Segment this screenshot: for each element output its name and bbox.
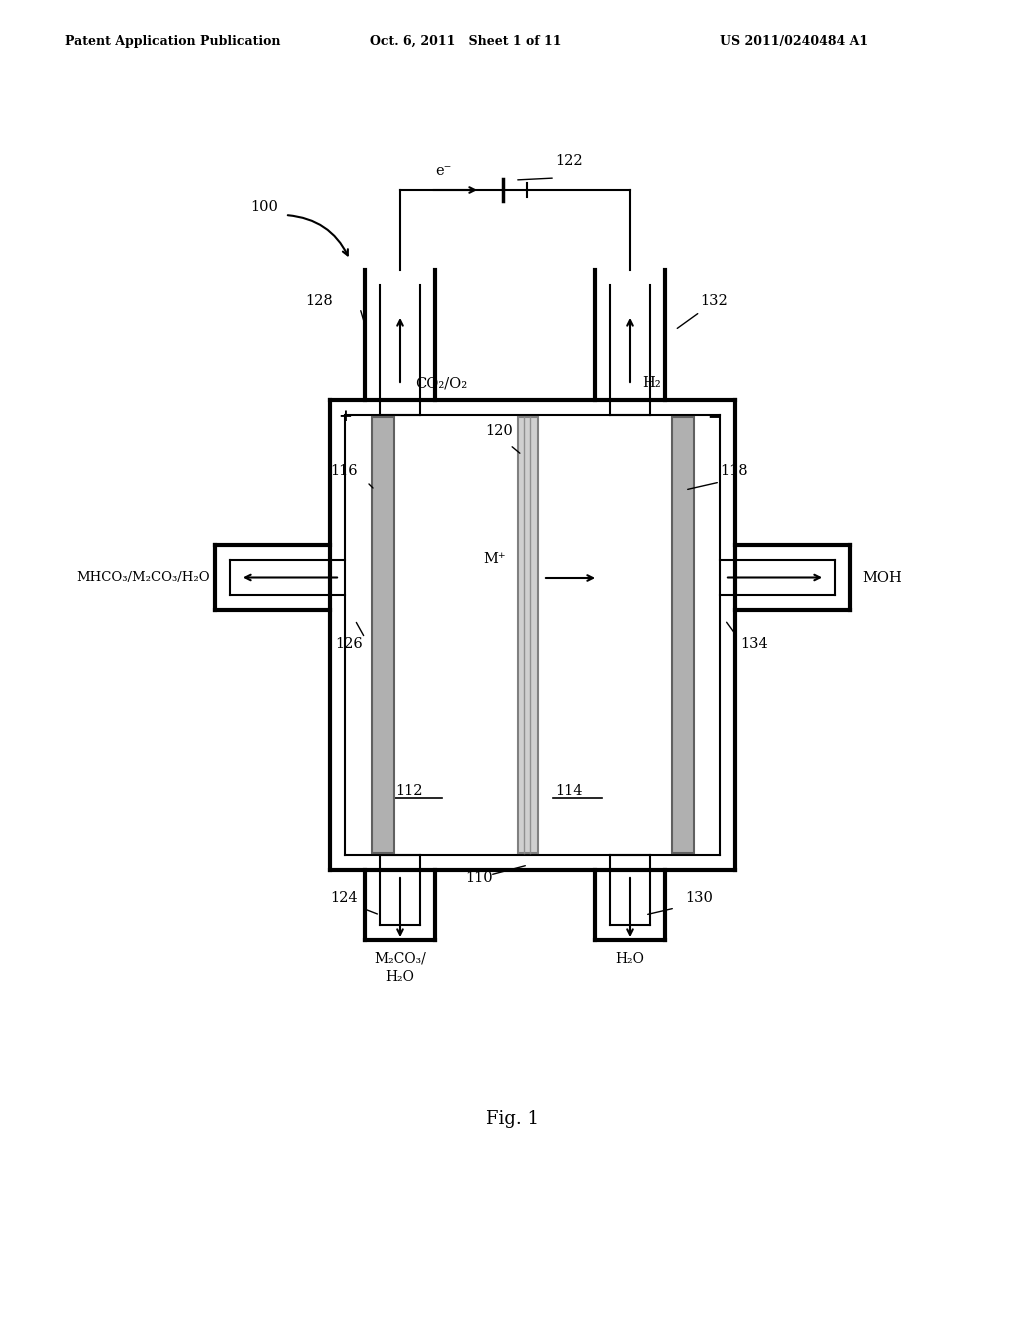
Text: CO₂/O₂: CO₂/O₂ xyxy=(415,376,467,389)
Text: 100: 100 xyxy=(250,201,278,214)
Text: Patent Application Publication: Patent Application Publication xyxy=(65,36,281,48)
Text: 122: 122 xyxy=(555,154,583,168)
Text: M⁺: M⁺ xyxy=(483,552,506,566)
Text: 116: 116 xyxy=(330,465,357,478)
Bar xyxy=(518,417,538,853)
Text: −: − xyxy=(707,408,721,425)
Text: H₂: H₂ xyxy=(642,376,660,389)
Bar xyxy=(672,417,694,853)
Text: 132: 132 xyxy=(700,294,728,308)
Text: MOH: MOH xyxy=(862,570,902,585)
Text: 134: 134 xyxy=(740,638,768,651)
Text: H₂O: H₂O xyxy=(615,952,644,966)
Text: 130: 130 xyxy=(685,891,713,906)
Bar xyxy=(372,417,394,853)
Text: 114: 114 xyxy=(555,784,583,799)
Text: 120: 120 xyxy=(485,424,513,438)
Text: +: + xyxy=(338,408,352,425)
Text: e⁻: e⁻ xyxy=(435,164,452,178)
Text: US 2011/0240484 A1: US 2011/0240484 A1 xyxy=(720,36,868,48)
Text: 118: 118 xyxy=(720,465,748,478)
Text: Oct. 6, 2011   Sheet 1 of 11: Oct. 6, 2011 Sheet 1 of 11 xyxy=(370,36,561,48)
Text: 128: 128 xyxy=(305,294,333,308)
Text: 112: 112 xyxy=(395,784,423,799)
Text: 124: 124 xyxy=(330,891,357,906)
Text: Fig. 1: Fig. 1 xyxy=(485,1110,539,1129)
Text: 110: 110 xyxy=(465,871,493,884)
Text: MHCO₃/M₂CO₃/H₂O: MHCO₃/M₂CO₃/H₂O xyxy=(77,572,210,583)
Text: M₂CO₃/
H₂O: M₂CO₃/ H₂O xyxy=(374,952,426,985)
Text: 126: 126 xyxy=(335,638,362,651)
